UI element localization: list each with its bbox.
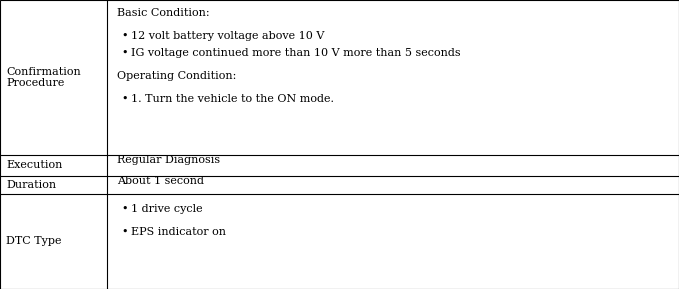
- Text: 1. Turn the vehicle to the ON mode.: 1. Turn the vehicle to the ON mode.: [131, 94, 334, 104]
- Text: Operating Condition:: Operating Condition:: [117, 71, 237, 81]
- Text: •: •: [122, 204, 128, 214]
- Text: 1 drive cycle: 1 drive cycle: [131, 204, 203, 214]
- Text: •: •: [122, 94, 128, 104]
- Text: EPS indicator on: EPS indicator on: [131, 227, 226, 237]
- Text: Confirmation
Procedure: Confirmation Procedure: [6, 67, 81, 88]
- Text: Regular Diagnosis: Regular Diagnosis: [117, 155, 221, 165]
- Text: Execution: Execution: [6, 160, 62, 171]
- Text: About 1 second: About 1 second: [117, 176, 204, 186]
- Text: •: •: [122, 227, 128, 237]
- Text: •: •: [122, 48, 128, 58]
- Text: Basic Condition:: Basic Condition:: [117, 8, 210, 18]
- Text: 12 volt battery voltage above 10 V: 12 volt battery voltage above 10 V: [131, 31, 325, 41]
- Text: DTC Type: DTC Type: [6, 236, 62, 247]
- Text: Duration: Duration: [6, 180, 56, 190]
- Text: •: •: [122, 31, 128, 41]
- Text: IG voltage continued more than 10 V more than 5 seconds: IG voltage continued more than 10 V more…: [131, 48, 461, 58]
